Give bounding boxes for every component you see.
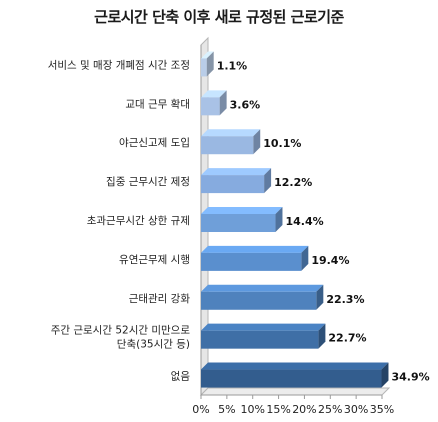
bar-front xyxy=(201,369,382,388)
bar-front xyxy=(201,291,317,310)
bar-front xyxy=(201,136,254,155)
category-label: 집중 근무시간 제정 xyxy=(106,176,190,188)
category-label: 교대 근무 확대 xyxy=(125,97,190,110)
x-tick-label: 25% xyxy=(318,403,342,416)
x-tick-label: 15% xyxy=(266,403,290,416)
bar-end xyxy=(318,323,326,349)
bar-top xyxy=(201,129,261,137)
value-label: 3.6% xyxy=(230,98,261,111)
bar-end xyxy=(253,129,261,155)
value-label: 10.1% xyxy=(263,137,301,150)
category-label: 초과근무시간 상한 규제 xyxy=(87,215,190,227)
bar-top xyxy=(201,168,272,176)
bar-front xyxy=(201,97,220,116)
bar-top xyxy=(201,207,283,214)
floor xyxy=(199,387,391,396)
value-label: 14.4% xyxy=(285,215,323,228)
bar-top xyxy=(201,284,324,292)
value-label: 22.3% xyxy=(326,293,364,306)
bar-front xyxy=(201,330,319,349)
x-tick-label: 20% xyxy=(292,403,316,416)
bar-end xyxy=(206,51,214,77)
bar-top xyxy=(201,323,326,331)
x-tick-label: 30% xyxy=(344,403,368,416)
bar-top xyxy=(201,90,227,98)
bar xyxy=(201,207,283,232)
bar-front xyxy=(201,175,265,194)
bar xyxy=(201,284,324,310)
value-label: 12.2% xyxy=(274,176,312,189)
bar-end xyxy=(264,168,272,194)
bar-end xyxy=(316,284,324,310)
category-label: 없음 xyxy=(171,370,191,383)
x-tick-label: 5% xyxy=(218,403,235,416)
bar xyxy=(201,90,227,116)
bar-end xyxy=(381,362,389,388)
category-label: 근태관리 강화 xyxy=(129,293,191,305)
bar xyxy=(201,51,214,77)
bar xyxy=(201,362,389,388)
bar-top xyxy=(201,245,309,253)
category-label: 서비스 및 매장 개폐점 시간 조정 xyxy=(48,59,190,71)
value-label: 19.4% xyxy=(311,254,349,267)
bar xyxy=(201,129,261,155)
value-label: 22.7% xyxy=(328,332,366,345)
bar xyxy=(201,323,326,349)
bar-top xyxy=(201,362,389,370)
bar-end xyxy=(275,207,283,232)
bar-end xyxy=(301,245,309,271)
bar-end xyxy=(219,90,227,116)
bar-front xyxy=(201,214,276,232)
bar-top xyxy=(201,51,214,59)
value-label: 34.9% xyxy=(391,371,429,384)
value-label: 1.1% xyxy=(217,59,248,72)
category-label: 주간 근로시간 52시간 미만으로 xyxy=(51,325,191,337)
category-label: 야근신고제 도입 xyxy=(119,136,190,149)
x-tick-label: 35% xyxy=(370,403,394,416)
x-tick-label: 10% xyxy=(240,403,264,416)
bar xyxy=(201,245,309,271)
category-label: 단축(35시간 등) xyxy=(117,339,190,351)
chart-title: 근로시간 단축 이후 새로 규정된 근로기준 xyxy=(94,8,344,26)
x-tick-label: 0% xyxy=(192,403,209,416)
category-label: 유연근무제 시행 xyxy=(119,254,190,266)
bar-front xyxy=(201,58,207,77)
bar xyxy=(201,168,272,194)
bar-front xyxy=(201,252,302,271)
